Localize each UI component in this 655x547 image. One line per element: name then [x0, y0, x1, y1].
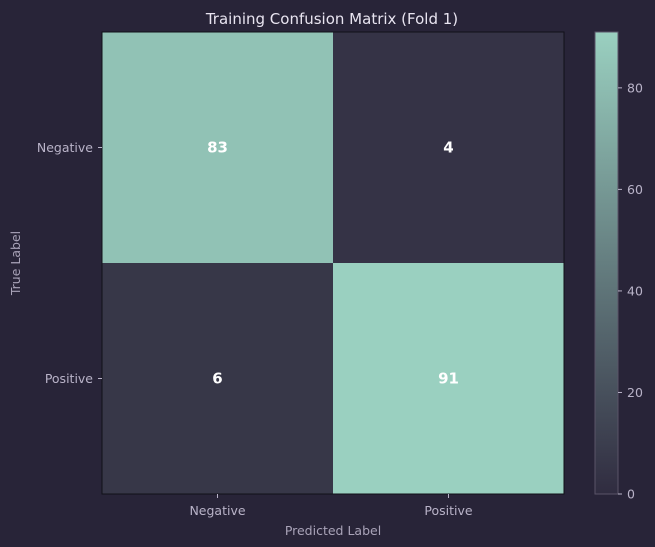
heatmap-cell: [333, 263, 564, 494]
y-tick-label: Positive: [45, 371, 93, 386]
y-axis-label: True Label: [8, 231, 23, 296]
heatmap-cells: [102, 32, 564, 494]
heatmap-cell-labels: 83 4 6 91: [207, 139, 459, 388]
colorbar-tick-label: 60: [627, 182, 643, 197]
y-tick-label: Negative: [37, 140, 93, 155]
cell-value-label: 6: [212, 370, 222, 388]
colorbar-tick-label: 40: [627, 283, 643, 298]
cell-value-label: 91: [438, 370, 459, 388]
chart-title: Training Confusion Matrix (Fold 1): [205, 10, 458, 28]
heatmap-cell: [333, 32, 564, 263]
heatmap-cell: [102, 263, 333, 494]
y-axis-ticks: Negative Positive: [37, 140, 102, 386]
plot-frame: [101, 31, 565, 495]
cell-value-label: 4: [443, 139, 453, 157]
x-tick-label: Negative: [189, 503, 245, 518]
x-axis-ticks: Negative Positive: [189, 494, 473, 518]
colorbar-tick-label: 0: [627, 487, 635, 502]
colorbar-ticks: 0 20 40 60 80: [618, 80, 643, 502]
colorbar-tick-label: 80: [627, 80, 643, 95]
heatmap-cell: [102, 32, 333, 263]
cell-value-label: 83: [207, 139, 228, 157]
x-tick-label: Positive: [424, 503, 472, 518]
colorbar-tick-label: 20: [627, 385, 643, 400]
x-axis-label: Predicted Label: [285, 523, 381, 538]
colorbar: [594, 31, 619, 495]
